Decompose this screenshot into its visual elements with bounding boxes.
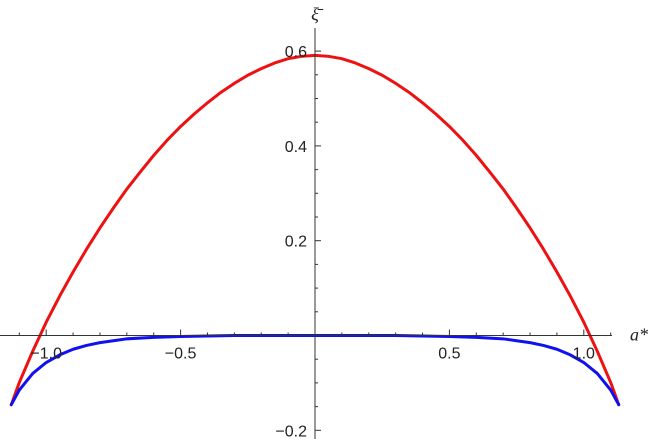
tick-labels: −1.0 −0.5 0.5 1.0 −0.2 0.2 0.4 0.6 [30,44,595,439]
y-tick-label: −0.2 [275,423,307,439]
x-tick-label: 0.5 [438,346,460,363]
x-tick-label: 1.0 [573,346,595,363]
x-axis-label: a* [630,325,648,345]
y-tick-label: 0.2 [285,234,307,251]
y-tick-label: 0.4 [285,139,307,156]
x-tick-label: −0.5 [165,346,197,363]
ticks [18,50,612,431]
y-tick-label: 0.6 [285,44,307,61]
axes [0,28,612,439]
y-axis-label: ξ̄ [311,4,324,24]
x-tick-label: −1.0 [30,346,62,363]
